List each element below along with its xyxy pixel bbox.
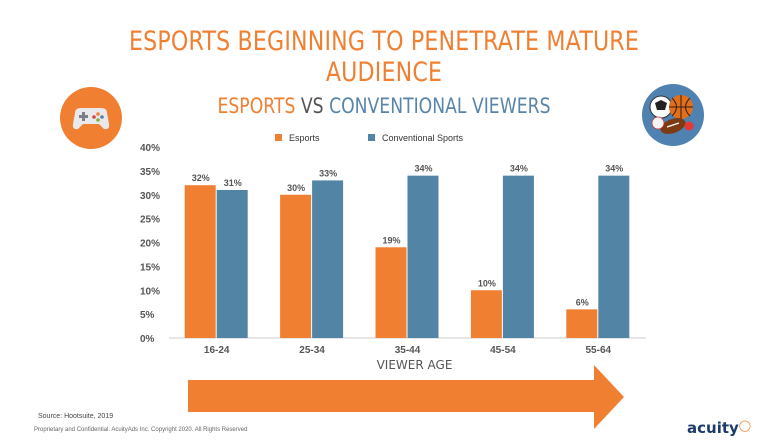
source-note: Source: Hootsuite, 2019 <box>38 413 114 420</box>
legal-note: Proprietary and Confidential. AcuityAds … <box>34 427 248 433</box>
y-tick-label: 35% <box>140 167 160 178</box>
gamepad-badge <box>59 86 123 150</box>
data-label: 34% <box>414 164 432 174</box>
bar-conventional <box>502 175 534 338</box>
bar-esports <box>184 185 216 338</box>
data-label: 31% <box>224 178 242 188</box>
legend-swatch <box>368 134 375 141</box>
x-axis-label: VIEWER AGE <box>377 358 453 372</box>
data-label: 30% <box>287 183 305 193</box>
y-tick-label: 25% <box>140 215 160 226</box>
x-tick-label: 55-64 <box>586 345 612 356</box>
legend-label: Esports <box>289 133 320 143</box>
page-title: ESPORTS BEGINNING TO PENETRATE MATURE AU… <box>128 26 640 88</box>
bar-conventional <box>407 175 439 338</box>
brand-mark-icon: ◯ <box>738 419 752 432</box>
y-tick-label: 20% <box>140 239 160 250</box>
x-tick-label: 35-44 <box>395 345 421 356</box>
chart-title: ESPORTS VS CONVENTIONAL VIEWERS <box>69 94 699 118</box>
age-arrow <box>188 365 624 429</box>
data-label: 19% <box>382 235 400 245</box>
bar-conventional <box>216 189 248 338</box>
acuity-logo: acuity◯ <box>687 419 751 437</box>
y-tick-label: 15% <box>140 262 160 273</box>
sports-balls-icon <box>642 84 704 146</box>
y-tick-label: 5% <box>140 310 155 321</box>
data-label: 34% <box>510 164 528 174</box>
bar-esports <box>280 194 312 338</box>
bar-conventional <box>598 175 630 338</box>
bar-conventional <box>312 180 344 338</box>
legend-swatch <box>275 134 282 141</box>
brand-name: acuity <box>687 419 739 437</box>
x-tick-label: 16-24 <box>204 345 230 356</box>
legend-label: Conventional Sports <box>382 133 464 143</box>
bar-esports <box>470 290 502 338</box>
x-tick-label: 45-54 <box>490 345 516 356</box>
y-tick-label: 40% <box>140 143 160 154</box>
data-label: 10% <box>478 278 496 288</box>
chart-title-vs: VS <box>295 94 330 118</box>
sports-balls-badge <box>641 83 705 147</box>
data-label: 32% <box>192 173 210 183</box>
bar-esports <box>375 247 407 338</box>
y-tick-label: 10% <box>140 286 160 297</box>
y-tick-label: 30% <box>140 191 160 202</box>
bar-esports <box>566 309 598 338</box>
chart-title-esports: ESPORTS <box>217 94 296 118</box>
y-tick-label: 0% <box>140 334 155 345</box>
chart-title-conventional: CONVENTIONAL VIEWERS <box>329 94 551 118</box>
x-tick-label: 25-34 <box>299 345 325 356</box>
data-label: 34% <box>605 164 623 174</box>
gamepad-icon <box>60 87 122 149</box>
data-label: 6% <box>576 297 589 307</box>
data-label: 33% <box>319 168 337 178</box>
